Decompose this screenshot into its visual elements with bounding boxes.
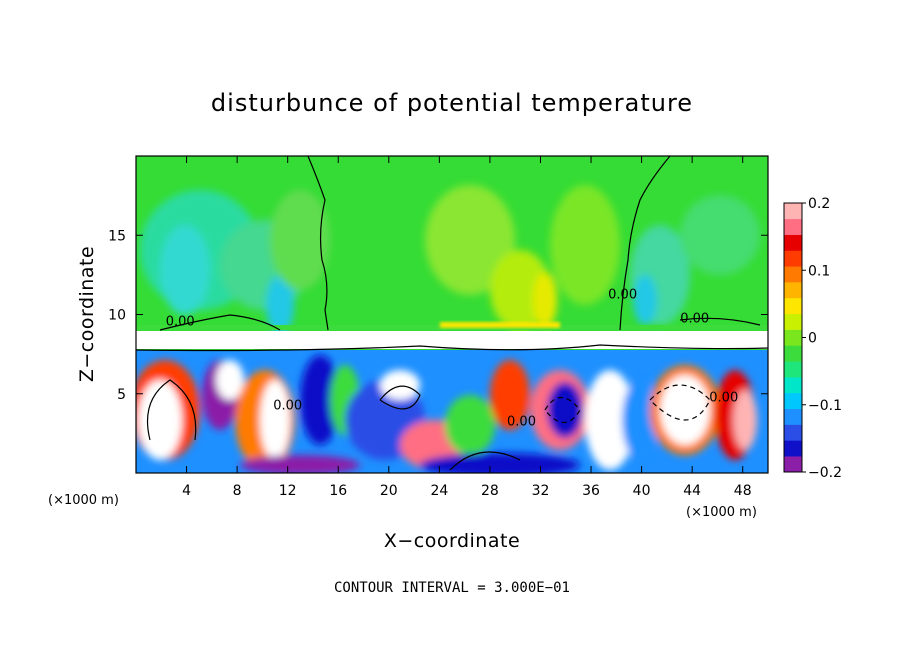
colorbar-swatch: [784, 361, 802, 378]
x-tick-label: 48: [734, 483, 752, 499]
x-unit-right: (×1000 m): [686, 505, 757, 520]
x-unit-left: (×1000 m): [48, 493, 119, 508]
colorbar-swatch: [784, 456, 802, 473]
y-axis-label: Z−coordinate: [76, 246, 98, 382]
colorbar-tick-label: 0.2: [808, 196, 830, 212]
x-tick-label: 16: [329, 483, 347, 499]
colorbar-swatch: [784, 282, 802, 299]
colorbar-swatch: [784, 424, 802, 441]
heatmap-field: 0.00 0.00 0.00 0.00 0.00 0.00: [136, 156, 768, 473]
contour-interval-note: CONTOUR INTERVAL = 3.000E−01: [334, 580, 570, 596]
x-tick-label: 32: [532, 483, 550, 499]
x-tick-label: 12: [279, 483, 297, 499]
colorbar: [783, 202, 803, 473]
contour-label: 0.00: [680, 311, 709, 326]
y-axis: 5 10 15: [108, 228, 768, 403]
colorbar-swatch: [784, 297, 802, 315]
colorbar-tick-label: 0: [808, 331, 817, 347]
x-tick-label: 44: [683, 483, 701, 499]
colorbar-swatch: [784, 218, 802, 235]
colorbar-swatch: [784, 345, 802, 362]
y-tick-label: 10: [108, 308, 126, 324]
colorbar-swatch: [784, 329, 802, 346]
x-axis-label: X−coordinate: [384, 530, 520, 552]
colorbar-swatch: [784, 313, 802, 330]
contour-label: 0.00: [273, 399, 302, 414]
colorbar-swatch: [784, 408, 802, 425]
x-tick-label: 28: [481, 483, 499, 499]
colorbar-tick-label: 0.1: [808, 263, 830, 279]
x-tick-label: 36: [582, 483, 600, 499]
contour-labels: 0.00 0.00 0.00 0.00 0.00 0.00: [166, 288, 738, 430]
colorbar-swatch: [784, 377, 802, 394]
colorbar-swatch: [784, 250, 802, 267]
contour-label: 0.00: [709, 391, 738, 406]
colorbar-swatch: [784, 203, 802, 220]
x-axis: 4 8 12 16 20 24 28 32 36 40 44 48: [182, 156, 752, 499]
colorbar-swatch: [784, 392, 802, 410]
contour-label: 0.00: [507, 414, 536, 429]
contour-label: 0.00: [608, 288, 637, 303]
colorbar-tick-label: −0.2: [808, 465, 842, 481]
colorbar-tick-label: −0.1: [808, 398, 842, 414]
y-tick-label: 15: [108, 228, 126, 244]
contour-label: 0.00: [166, 315, 195, 330]
x-tick-label: 20: [380, 483, 398, 499]
x-tick-label: 4: [182, 483, 191, 499]
x-tick-label: 24: [430, 483, 448, 499]
colorbar-swatch: [784, 234, 802, 251]
x-tick-label: 8: [233, 483, 242, 499]
colorbar-swatch: [784, 440, 802, 457]
y-tick-label: 5: [117, 387, 126, 403]
chart-title: disturbunce of potential temperature: [211, 89, 693, 117]
x-tick-label: 40: [633, 483, 651, 499]
colorbar-swatch: [784, 266, 802, 283]
colorbar-ticks: 0.2 0.1 0 −0.1 −0.2: [802, 196, 842, 481]
